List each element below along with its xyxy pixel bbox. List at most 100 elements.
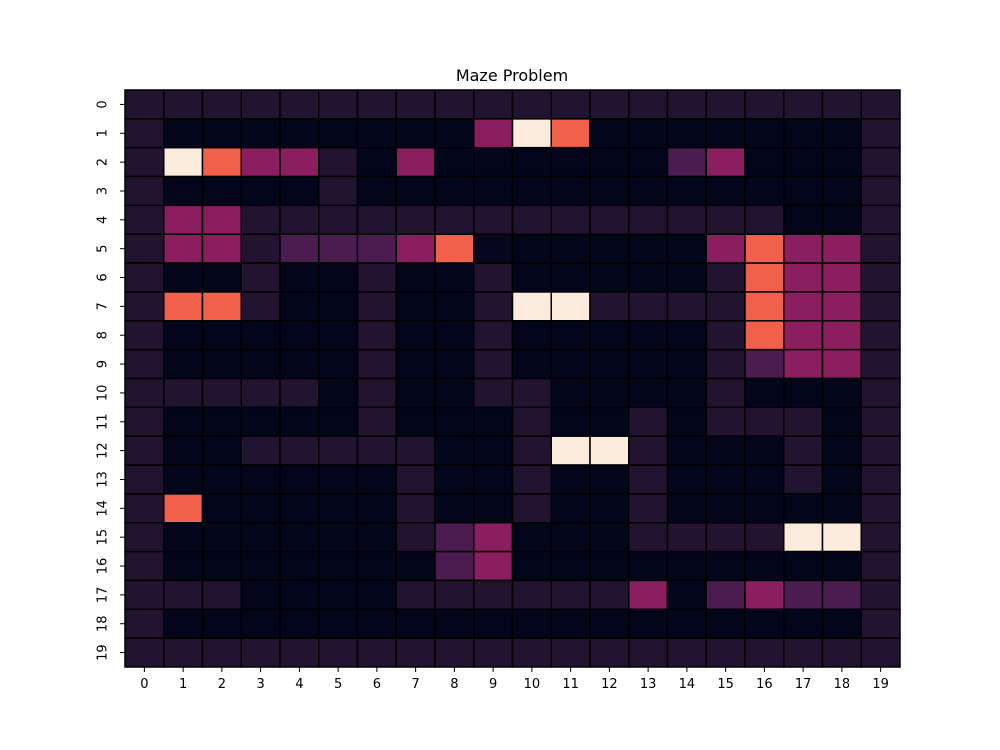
- y-tick-label-0: 0: [96, 100, 111, 108]
- heatmap-cell-r18-c2: [201, 608, 242, 639]
- heatmap-cell-r14-c1: [163, 493, 204, 524]
- heatmap-cell-r17-c19: [860, 579, 901, 611]
- x-axis: 0 1 2 3 4 5 6 7 8 9 10 11 12 13 14 15 16 17 18 19: [140, 667, 889, 692]
- heatmap-cell-r10-c17: [783, 377, 824, 409]
- y-tick-label-10: 10: [96, 385, 111, 402]
- heatmap-cell-r18-c6: [356, 608, 397, 639]
- heatmap-cell-r4-c6: [356, 204, 397, 235]
- heatmap-cell-r13-c10: [511, 464, 552, 495]
- heatmap-cell-r18-c17: [783, 608, 824, 639]
- heatmap-cell-r18-c5: [318, 608, 359, 639]
- heatmap-cell-r0-c16: [744, 89, 785, 120]
- heatmap-cell-r12-c13: [628, 435, 669, 466]
- heatmap-cell-r5-c13: [628, 233, 669, 264]
- heatmap-cell-r5-c15: [705, 233, 746, 264]
- heatmap-cell-r10-c5: [318, 377, 359, 409]
- heatmap-cell-r7-c9: [473, 291, 514, 322]
- x-tick-label-14: 14: [679, 677, 696, 692]
- heatmap-cell-r12-c4: [279, 435, 320, 466]
- heatmap-cell-r10-c7: [395, 377, 436, 409]
- heatmap-cell-r15-c9: [473, 522, 514, 553]
- heatmap-cell-r10-c1: [163, 377, 204, 409]
- x-tick-label-16: 16: [756, 677, 773, 692]
- heatmap-cell-r4-c16: [744, 204, 785, 235]
- y-tick-label-4: 4: [96, 216, 111, 224]
- heatmap-cell-r18-c7: [395, 608, 436, 639]
- heatmap-cell-r6-c4: [279, 262, 320, 293]
- heatmap-cell-r6-c14: [666, 262, 707, 293]
- heatmap-cell-r7-c17: [783, 291, 824, 322]
- heatmap-cell-r15-c3: [240, 522, 281, 553]
- heatmap-cell-r1-c4: [279, 118, 320, 149]
- heatmap-cell-r18-c3: [240, 608, 281, 639]
- heatmap-cell-r6-c12: [589, 262, 630, 293]
- heatmap-cell-r2-c6: [356, 146, 397, 178]
- heatmap-cell-r19-c12: [589, 637, 630, 668]
- heatmap-cell-r7-c18: [821, 291, 862, 322]
- heatmap-cell-r14-c11: [550, 493, 591, 524]
- heatmap-cell-r11-c0: [124, 406, 165, 437]
- heatmap-cell-r0-c0: [124, 89, 165, 120]
- heatmap-cell-r19-c18: [821, 637, 862, 668]
- heatmap-cell-r0-c7: [395, 89, 436, 120]
- heatmap-cell-r0-c5: [318, 89, 359, 120]
- heatmap-cell-r9-c2: [201, 348, 242, 380]
- y-tick-label-7: 7: [96, 302, 111, 310]
- heatmap-cell-r16-c17: [783, 550, 824, 582]
- heatmap-cell-r19-c7: [395, 637, 436, 668]
- heatmap-cell-r4-c18: [821, 204, 862, 235]
- heatmap-cell-r16-c14: [666, 550, 707, 582]
- heatmap-cell-r19-c13: [628, 637, 669, 668]
- heatmap-cell-r15-c15: [705, 522, 746, 553]
- heatmap-cell-r18-c1: [163, 608, 204, 639]
- y-tick-label-6: 6: [96, 273, 111, 281]
- heatmap-cell-r8-c5: [318, 320, 359, 351]
- heatmap-cell-r7-c19: [860, 291, 901, 322]
- heatmap-cell-r12-c10: [511, 435, 552, 466]
- heatmap-cell-r15-c8: [434, 522, 475, 553]
- heatmap-cell-r9-c16: [744, 348, 785, 380]
- heatmap-cell-r13-c15: [705, 464, 746, 495]
- y-tick-label-9: 9: [96, 360, 111, 368]
- heatmap-cell-r17-c4: [279, 579, 320, 611]
- heatmap-cell-r16-c18: [821, 550, 862, 582]
- heatmap-cell-r8-c8: [434, 320, 475, 351]
- heatmap-cell-r10-c13: [628, 377, 669, 409]
- heatmap-cell-r0-c3: [240, 89, 281, 120]
- heatmap-cell-r1-c18: [821, 118, 862, 149]
- heatmap-cell-r0-c2: [201, 89, 242, 120]
- heatmap-cell-r17-c17: [783, 579, 824, 611]
- heatmap-cell-r5-c10: [511, 233, 552, 264]
- heatmap-cell-r8-c11: [550, 320, 591, 351]
- heatmap-cell-r17-c15: [705, 579, 746, 611]
- heatmap-cell-r5-c18: [821, 233, 862, 264]
- y-tick-label-3: 3: [96, 187, 111, 195]
- heatmap-cell-r13-c17: [783, 464, 824, 495]
- heatmap-cell-r11-c2: [201, 406, 242, 437]
- heatmap-cell-r11-c16: [744, 406, 785, 437]
- heatmap-cell-r3-c10: [511, 175, 552, 207]
- heatmap-cell-r13-c9: [473, 464, 514, 495]
- heatmap-cell-r3-c18: [821, 175, 862, 207]
- heatmap-cell-r16-c0: [124, 550, 165, 582]
- heatmap-cell-r17-c8: [434, 579, 475, 611]
- heatmap-cell-r18-c9: [473, 608, 514, 639]
- heatmap-cell-r12-c7: [395, 435, 436, 466]
- heatmap-cell-r2-c14: [666, 146, 707, 178]
- heatmap-cell-r5-c1: [163, 233, 204, 264]
- heatmap-cell-r14-c2: [201, 493, 242, 524]
- heatmap-cell-r12-c18: [821, 435, 862, 466]
- heatmap-cell-r9-c7: [395, 348, 436, 380]
- heatmap-cell-r15-c4: [279, 522, 320, 553]
- heatmap-cell-r8-c4: [279, 320, 320, 351]
- y-tick-label-12: 12: [96, 442, 111, 459]
- heatmap-cell-r1-c7: [395, 118, 436, 149]
- heatmap-cell-r17-c10: [511, 579, 552, 611]
- heatmap-cell-r19-c11: [550, 637, 591, 668]
- heatmap-cell-r7-c5: [318, 291, 359, 322]
- x-tick-label-10: 10: [524, 677, 541, 692]
- heatmap-cell-r13-c6: [356, 464, 397, 495]
- heatmap-cell-r3-c5: [318, 175, 359, 207]
- heatmap-cell-r4-c2: [201, 204, 242, 235]
